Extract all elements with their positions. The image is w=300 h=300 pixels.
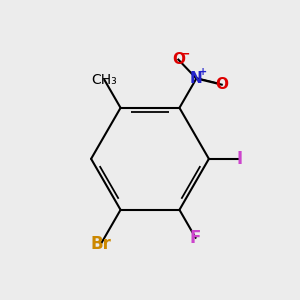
Text: Br: Br	[91, 235, 112, 253]
Text: I: I	[236, 150, 242, 168]
Text: O: O	[172, 52, 185, 67]
Text: CH₃: CH₃	[92, 73, 117, 87]
Text: O: O	[215, 77, 228, 92]
Text: −: −	[180, 48, 190, 61]
Text: N: N	[190, 71, 203, 86]
Text: +: +	[199, 67, 207, 77]
Text: F: F	[190, 229, 201, 247]
